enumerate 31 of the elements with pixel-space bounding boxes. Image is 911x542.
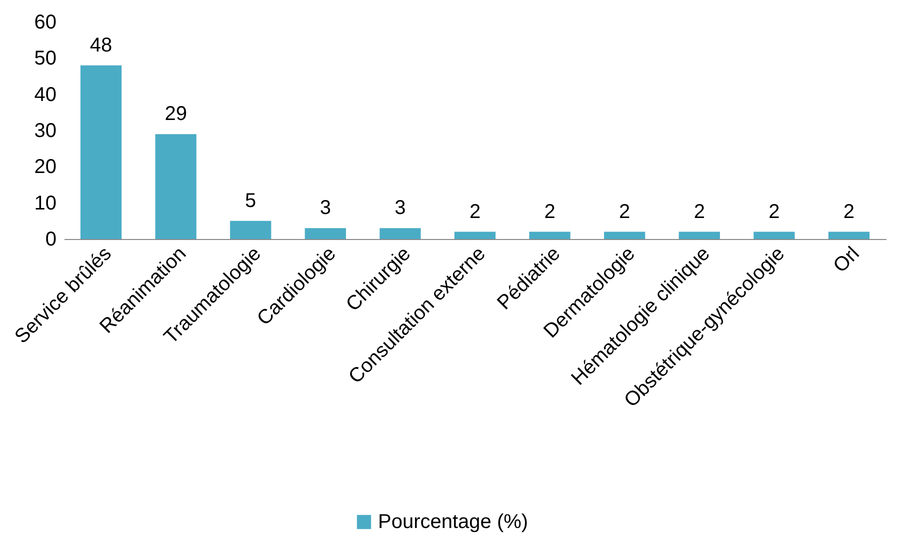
data-label: 29 [164,103,187,126]
bar [754,232,795,239]
data-label: 2 [768,200,780,223]
bar [155,134,196,239]
y-tick-label: 10 [34,192,56,214]
bar [678,232,720,239]
bar [80,65,122,239]
x-tick-label: Orl [829,242,864,278]
bar [529,232,570,239]
bar [604,232,646,239]
bar [230,220,272,239]
data-label: 3 [320,197,331,220]
y-tick-label: 30 [34,120,56,142]
data-label: 48 [90,34,112,56]
data-label: 5 [245,190,256,212]
y-tick-label: 20 [34,156,56,178]
y-tick-label: 50 [34,48,56,70]
y-tick-label: 0 [45,228,56,250]
data-label: 2 [843,200,855,223]
legend-label: Pourcentage (%) [378,511,528,533]
bar [454,232,496,239]
data-label: 2 [544,200,556,223]
y-tick-label: 60 [34,12,56,34]
data-label: 2 [619,200,630,223]
bar [304,228,346,239]
data-label: 2 [694,200,705,223]
data-label: 2 [469,200,481,223]
data-label: 3 [394,197,406,220]
bar [828,232,870,239]
bar [380,228,421,239]
y-tick-label: 40 [34,84,56,106]
